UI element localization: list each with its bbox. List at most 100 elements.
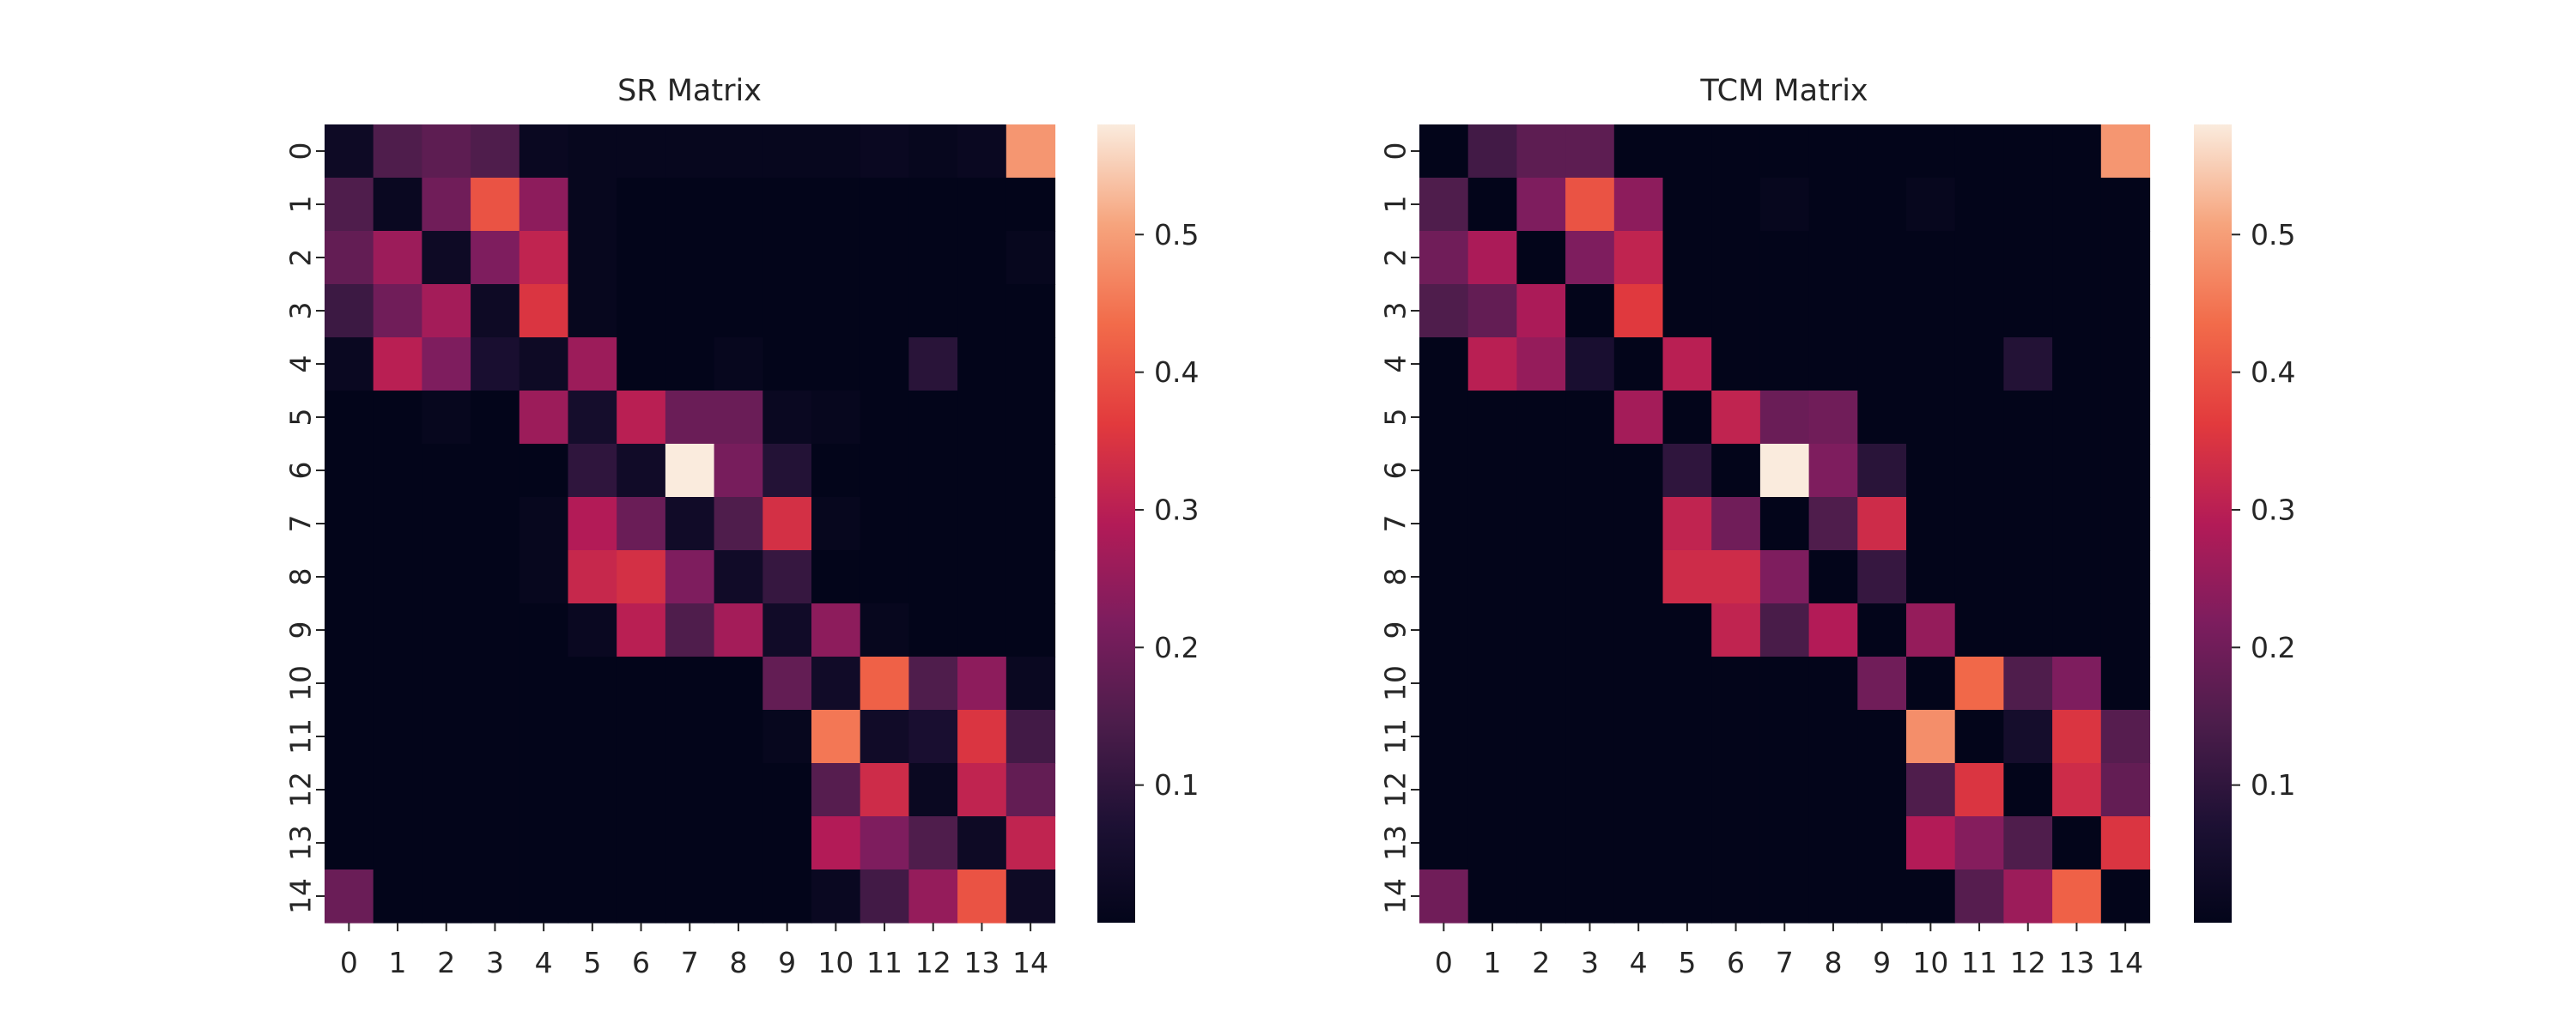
heatmap-cell	[1662, 337, 1712, 391]
heatmap-cell	[665, 497, 715, 551]
heatmap-cell	[1005, 816, 1056, 870]
y-tick-label: 11	[284, 718, 318, 754]
heatmap-cell	[1808, 550, 1858, 604]
heatmap-cell	[1954, 869, 2004, 924]
heatmap-cell	[1516, 710, 1566, 764]
heatmap-cell	[908, 657, 958, 711]
heatmap-cell	[860, 391, 909, 445]
heatmap-cell	[957, 603, 1007, 657]
heatmap-cell	[422, 284, 471, 338]
heatmap-cell	[811, 124, 861, 179]
heatmap-cell	[1565, 178, 1615, 232]
y-tick-label: 13	[1379, 825, 1413, 861]
y-tick-label: 10	[1379, 665, 1413, 701]
heatmap-cell	[957, 124, 1007, 179]
heatmap-cell	[2100, 231, 2151, 285]
heatmap-cell	[714, 337, 763, 391]
heatmap-cell	[1613, 391, 1664, 445]
heatmap-cell	[1857, 231, 1907, 285]
heatmap-cell	[762, 603, 812, 657]
heatmap-cell	[665, 657, 715, 711]
heatmap-cell	[325, 124, 374, 179]
heatmap-cell	[471, 710, 520, 764]
heatmap-cell	[2052, 710, 2102, 764]
heatmap-cell	[762, 337, 812, 391]
x-tick-label: 6	[1727, 946, 1745, 979]
heatmap-cell	[860, 124, 909, 179]
heatmap-cell	[1759, 178, 1810, 232]
heatmap-cell	[2052, 231, 2102, 285]
heatmap-cell	[1857, 603, 1907, 657]
heatmap-cell	[2100, 497, 2151, 551]
heatmap-cell	[568, 231, 617, 285]
heatmap-cell	[617, 337, 666, 391]
y-tick-label: 3	[284, 302, 318, 320]
heatmap-cell	[1005, 657, 1056, 711]
x-tick-label: 7	[681, 946, 699, 979]
heatmap-cell	[1565, 284, 1615, 338]
heatmap-cell	[811, 603, 861, 657]
heatmap-cell	[1954, 231, 2004, 285]
heatmap-cell	[1662, 391, 1712, 445]
heatmap-cell	[2003, 391, 2053, 445]
heatmap-cell	[1565, 550, 1615, 604]
heatmap-cell	[1808, 763, 1858, 817]
heatmap-cell	[1711, 550, 1761, 604]
heatmap-cell	[617, 816, 666, 870]
heatmap-cell	[1419, 391, 1469, 445]
heatmap-cell	[373, 231, 422, 285]
heatmap-cell	[908, 816, 958, 870]
heatmap-cell	[617, 603, 666, 657]
heatmap-cell	[860, 710, 909, 764]
heatmap-cell	[957, 337, 1007, 391]
x-tick-label: 4	[535, 946, 553, 979]
heatmap-cell	[373, 391, 422, 445]
heatmap-cell	[2003, 710, 2053, 764]
heatmap-cell	[519, 178, 569, 232]
heatmap-cell	[373, 337, 422, 391]
heatmap-cell	[2052, 869, 2102, 924]
y-tick-label: 6	[284, 462, 318, 480]
heatmap-cell	[1808, 603, 1858, 657]
heatmap-cell	[1857, 710, 1907, 764]
heatmap-cell	[1467, 284, 1517, 338]
heatmap-cell	[2100, 816, 2151, 870]
heatmap-cell	[1808, 124, 1858, 179]
heatmap-cell	[1005, 124, 1056, 179]
heatmap-cell	[1954, 816, 2004, 870]
heatmap-cell	[860, 337, 909, 391]
heatmap-cell	[908, 869, 958, 924]
heatmap-cell	[2003, 444, 2053, 498]
heatmap-cell	[1613, 231, 1664, 285]
heatmap-cell	[325, 869, 374, 924]
heatmap-cell	[762, 444, 812, 498]
heatmap-cell	[2052, 124, 2102, 179]
x-tick-label: 3	[486, 946, 504, 979]
heatmap-cell	[714, 284, 763, 338]
heatmap-cell	[908, 337, 958, 391]
heatmap-cell	[1711, 869, 1761, 924]
heatmap-cell	[1662, 550, 1712, 604]
heatmap-cell	[1906, 816, 1956, 870]
heatmap-cell	[714, 657, 763, 711]
heatmap-cell	[2100, 550, 2151, 604]
heatmap-cell	[2100, 710, 2151, 764]
heatmap-cell	[422, 710, 471, 764]
y-tick-label: 9	[284, 621, 318, 639]
heatmap-cell	[471, 284, 520, 338]
tcm-matrix-colorbar-gradient	[2194, 124, 2232, 923]
heatmap-cell	[665, 710, 715, 764]
x-tick-label: 14	[1012, 946, 1048, 979]
x-tick-label: 5	[583, 946, 601, 979]
heatmap-cell	[1711, 603, 1761, 657]
heatmap-cell	[617, 497, 666, 551]
heatmap-cell	[325, 178, 374, 232]
heatmap-cell	[422, 763, 471, 817]
heatmap-cell	[1467, 178, 1517, 232]
heatmap-cell	[2003, 178, 2053, 232]
heatmap-cell	[519, 284, 569, 338]
heatmap-cell	[519, 657, 569, 711]
heatmap-cell	[1516, 869, 1566, 924]
heatmap-cell	[2003, 657, 2053, 711]
